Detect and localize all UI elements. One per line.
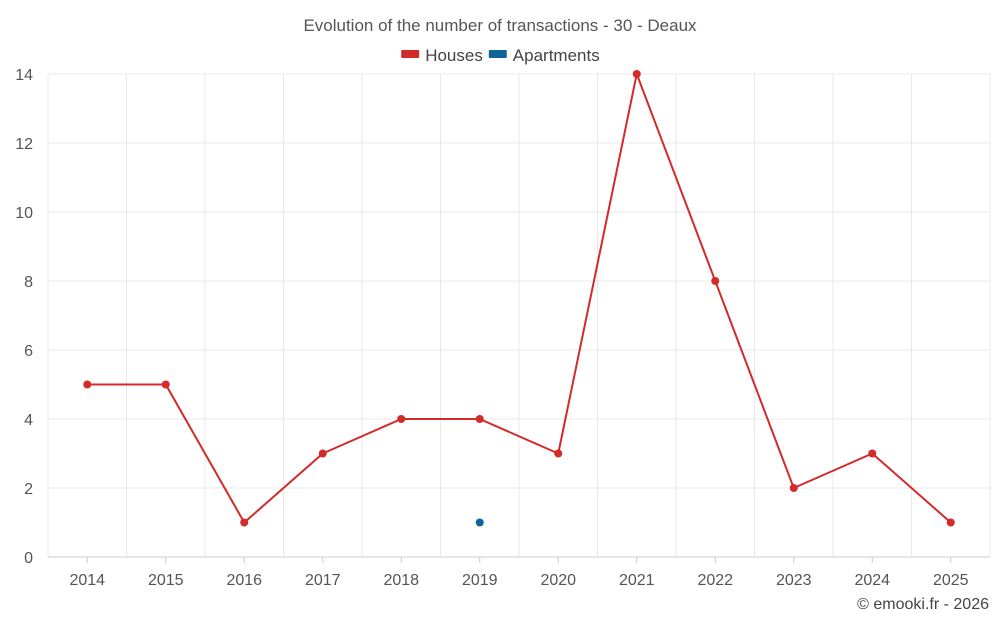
y-tick-label: 10 [15, 205, 33, 222]
data-point-houses[interactable] [318, 449, 327, 458]
chart-title: Evolution of the number of transactions … [303, 16, 697, 35]
legend-label-apartments[interactable]: Apartments [513, 46, 600, 65]
grid [47, 73, 991, 558]
legend-swatch-houses[interactable] [401, 50, 420, 58]
x-tick-label: 2023 [776, 572, 812, 589]
data-point-houses[interactable] [161, 380, 170, 389]
x-tick-label: 2022 [697, 572, 733, 589]
legend-swatch-apartments[interactable] [488, 50, 507, 58]
legend: Houses Apartments [401, 46, 600, 65]
x-tick-label: 2025 [933, 572, 969, 589]
data-point-houses[interactable] [475, 415, 484, 423]
series-layer [83, 70, 955, 527]
x-tick-label: 2014 [69, 572, 105, 589]
x-axis: 2014 2015 2016 2017 2018 2019 2020 2021 2022 2023… [69, 557, 969, 589]
series-line-houses [87, 73, 952, 524]
x-tick-label: 2020 [540, 572, 576, 589]
y-tick-label: 0 [24, 550, 33, 567]
y-tick-label: 2 [24, 481, 33, 498]
data-point-houses[interactable] [789, 484, 798, 492]
x-tick-label: 2015 [148, 572, 184, 589]
y-tick-label: 8 [24, 274, 33, 291]
x-tick-label: 2018 [383, 572, 419, 589]
y-tick-label: 6 [24, 343, 33, 360]
x-tick-label: 2024 [854, 572, 890, 589]
data-point-houses[interactable] [711, 277, 720, 285]
y-tick-label: 4 [24, 412, 33, 429]
x-tick-label: 2019 [462, 572, 498, 589]
data-point-apartments[interactable] [475, 518, 484, 527]
data-point-houses[interactable] [632, 70, 641, 78]
y-tick-label: 12 [15, 136, 33, 153]
data-point-houses[interactable] [397, 415, 406, 423]
data-point-houses[interactable] [868, 449, 877, 458]
legend-label-houses[interactable]: Houses [425, 46, 483, 65]
y-tick-label: 14 [15, 67, 33, 84]
data-point-houses[interactable] [554, 449, 563, 458]
y-axis: 0 2 4 6 8 10 12 14 [15, 67, 33, 567]
data-point-houses[interactable] [83, 380, 92, 389]
x-tick-label: 2021 [619, 572, 655, 589]
credit-text: © emooki.fr - 2026 [857, 596, 989, 613]
x-tick-label: 2017 [305, 572, 341, 589]
data-point-houses[interactable] [946, 518, 955, 527]
x-tick-label: 2016 [226, 572, 262, 589]
data-point-houses[interactable] [240, 518, 249, 527]
